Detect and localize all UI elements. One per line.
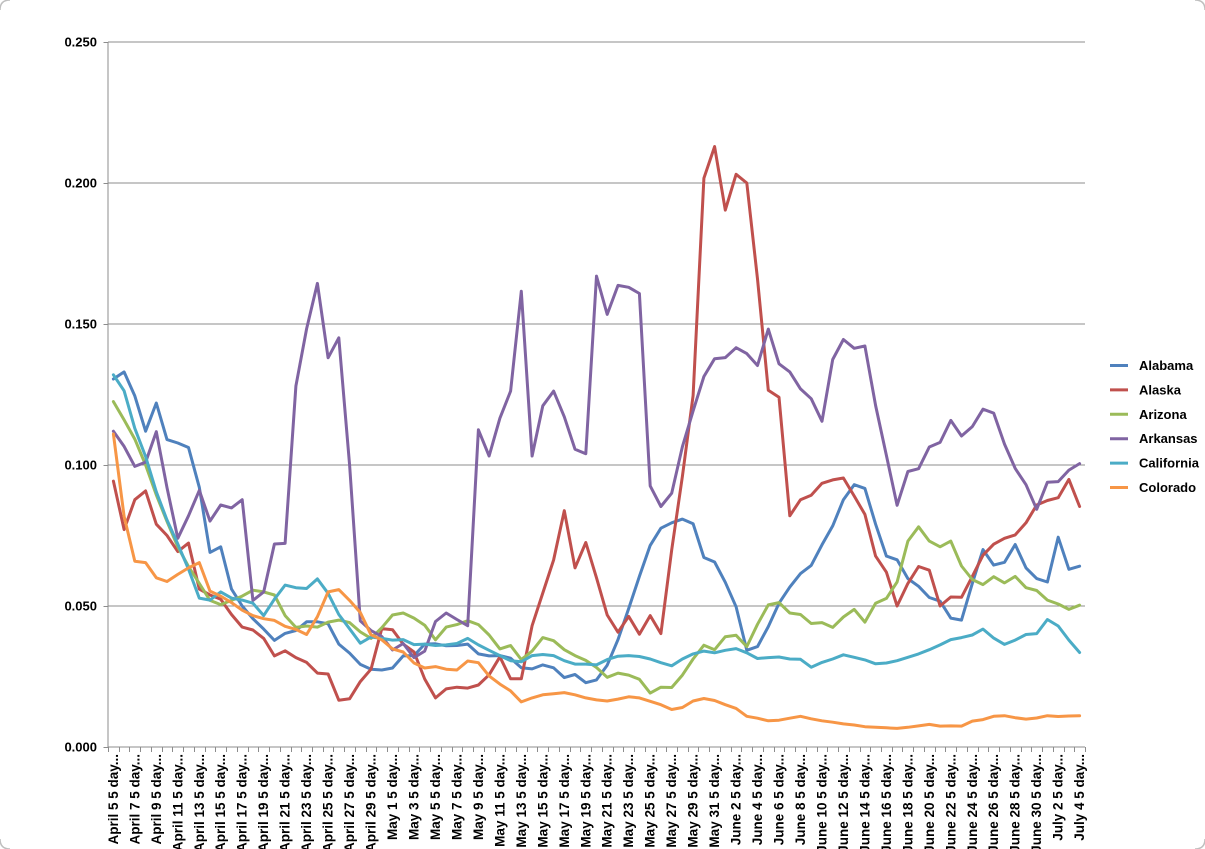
svg-text:June 10 5 day...: June 10 5 day...: [815, 754, 830, 849]
svg-text:May 17 5 day...: May 17 5 day...: [557, 754, 572, 848]
svg-text:June 6 5 day...: June 6 5 day...: [772, 754, 787, 845]
svg-text:April 5 5 day...: April 5 5 day...: [106, 754, 121, 845]
svg-text:California: California: [1139, 456, 1200, 471]
svg-text:June 12 5 day...: June 12 5 day...: [836, 754, 851, 849]
svg-text:April 29 5 day...: April 29 5 day...: [364, 754, 379, 849]
svg-text:April 17 5 day...: April 17 5 day...: [235, 754, 250, 849]
svg-text:May 23 5 day...: May 23 5 day...: [621, 754, 636, 848]
svg-text:April 15 5 day...: April 15 5 day...: [213, 754, 228, 849]
svg-text:May 25 5 day...: May 25 5 day...: [643, 754, 658, 848]
svg-text:Arizona: Arizona: [1139, 407, 1187, 422]
svg-text:Alaska: Alaska: [1139, 382, 1182, 397]
svg-text:May 21 5 day...: May 21 5 day...: [600, 754, 615, 848]
svg-text:May 9 5 day...: May 9 5 day...: [471, 754, 486, 840]
svg-text:0.050: 0.050: [64, 599, 97, 614]
svg-text:April 11 5 day...: April 11 5 day...: [170, 754, 185, 849]
svg-text:June 14 5 day...: June 14 5 day...: [857, 754, 872, 849]
svg-text:May 13 5 day...: May 13 5 day...: [514, 754, 529, 848]
svg-text:June 20 5 day...: June 20 5 day...: [922, 754, 937, 849]
svg-text:June 16 5 day...: June 16 5 day...: [879, 754, 894, 849]
svg-text:0.200: 0.200: [64, 176, 97, 191]
svg-text:June 4 5 day...: June 4 5 day...: [750, 754, 765, 845]
svg-text:July 4 5 day...: July 4 5 day...: [1072, 754, 1087, 841]
svg-text:June 28 5 day...: June 28 5 day...: [1008, 754, 1023, 849]
svg-text:May 29 5 day...: May 29 5 day...: [686, 754, 701, 848]
svg-text:April 21 5 day...: April 21 5 day...: [278, 754, 293, 849]
svg-text:May 19 5 day...: May 19 5 day...: [578, 754, 593, 848]
svg-text:May 5 5 day...: May 5 5 day...: [428, 754, 443, 840]
svg-text:May 27 5 day...: May 27 5 day...: [664, 754, 679, 848]
svg-text:April 25 5 day...: April 25 5 day...: [321, 754, 336, 849]
svg-text:June 24 5 day...: June 24 5 day...: [965, 754, 980, 849]
svg-text:0.250: 0.250: [64, 35, 97, 50]
svg-text:Arkansas: Arkansas: [1139, 431, 1198, 446]
svg-text:June 30 5 day...: June 30 5 day...: [1029, 754, 1044, 849]
svg-text:June 26 5 day...: June 26 5 day...: [986, 754, 1001, 849]
svg-text:April 7 5 day...: April 7 5 day...: [127, 754, 142, 845]
svg-text:May 31 5 day...: May 31 5 day...: [707, 754, 722, 848]
svg-text:July 2 5 day...: July 2 5 day...: [1051, 754, 1066, 841]
svg-text:May 11 5 day...: May 11 5 day...: [492, 754, 507, 847]
svg-text:May 3 5 day...: May 3 5 day...: [407, 754, 422, 840]
svg-text:0.150: 0.150: [64, 317, 97, 332]
svg-text:Colorado: Colorado: [1139, 480, 1196, 495]
svg-text:April 19 5 day...: April 19 5 day...: [256, 754, 271, 849]
svg-text:Alabama: Alabama: [1139, 358, 1194, 373]
svg-text:April 13 5 day...: April 13 5 day...: [192, 754, 207, 849]
svg-text:April 27 5 day...: April 27 5 day...: [342, 754, 357, 849]
svg-text:June 22 5 day...: June 22 5 day...: [943, 754, 958, 849]
svg-text:May 1 5 day...: May 1 5 day...: [385, 754, 400, 840]
svg-text:0.100: 0.100: [64, 458, 97, 473]
svg-text:June 18 5 day...: June 18 5 day...: [900, 754, 915, 849]
svg-text:May 7 5 day...: May 7 5 day...: [449, 754, 464, 840]
svg-text:April 9 5 day...: April 9 5 day...: [149, 754, 164, 845]
svg-text:June 8 5 day...: June 8 5 day...: [793, 754, 808, 845]
svg-text:April 23 5 day...: April 23 5 day...: [299, 754, 314, 849]
svg-text:June 2 5 day...: June 2 5 day...: [729, 754, 744, 845]
svg-text:May 15 5 day...: May 15 5 day...: [535, 754, 550, 848]
svg-text:0.000: 0.000: [64, 740, 97, 755]
